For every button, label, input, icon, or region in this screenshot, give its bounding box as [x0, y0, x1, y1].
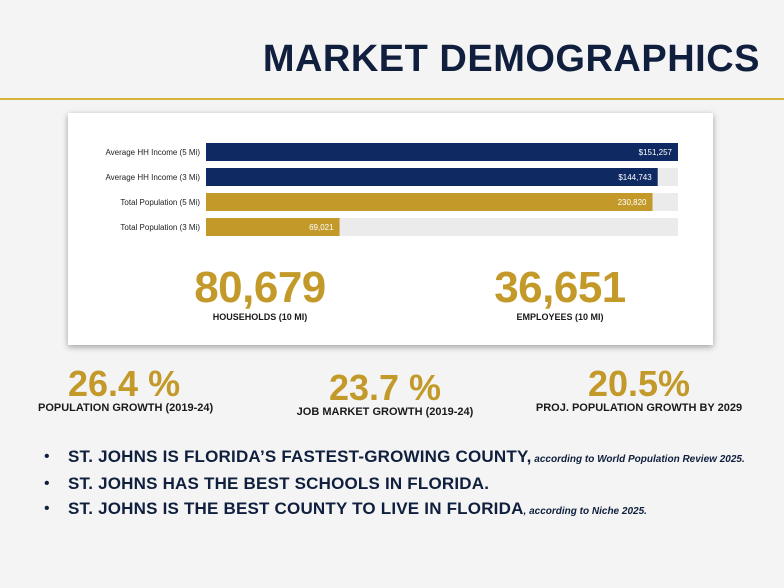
bullet-main-text: ST. JOHNS HAS THE BEST SCHOOLS IN FLORID…	[68, 474, 490, 493]
job-market-growth-value: 23.7 %	[328, 367, 442, 408]
bullet-note-text: according to World Population Review 202…	[531, 454, 745, 465]
demographics-card: Average HH Income (5 Mi) $151,257 Average …	[68, 113, 713, 345]
projected-growth: 20.5% PROJ. POPULATION GROWTH BY 2029	[516, 363, 762, 415]
bar-value-label: $151,257	[639, 148, 673, 157]
highlights-list: • ST. JOHNS IS FLORIDA’S FASTEST-GROWING…	[42, 448, 762, 527]
employees-caption: EMPLOYEES (10 MI)	[516, 312, 604, 322]
bullet-note-text: , according to Niche 2025.	[523, 506, 647, 517]
bar-value-label: 69,021	[309, 223, 334, 232]
job-market-growth-caption: JOB MARKET GROWTH (2019-24)	[296, 406, 474, 418]
employees-stat: 36,651 EMPLOYEES (10 MI)	[430, 263, 690, 323]
list-item: • ST. JOHNS IS THE BEST COUNTY TO LIVE I…	[42, 500, 762, 520]
projected-growth-caption: PROJ. POPULATION GROWTH BY 2029	[535, 402, 743, 414]
population-growth-value: 26.4 %	[68, 363, 181, 404]
list-item: • ST. JOHNS HAS THE BEST SCHOOLS IN FLOR…	[42, 475, 762, 493]
households-caption: HOUSEHOLDS (10 MI)	[212, 312, 308, 322]
bullet-dot-icon: •	[44, 475, 50, 492]
job-market-growth: 23.7 % JOB MARKET GROWTH (2019-24)	[280, 367, 490, 419]
bar-category-label: Total Population (5 Mi)	[120, 198, 200, 207]
bar-chart: Average HH Income (5 Mi) $151,257 Average …	[105, 143, 678, 236]
bar-category-label: Average HH Income (3 Mi)	[105, 173, 200, 182]
population-growth: 26.4 % POPULATION GROWTH (2019-24)	[38, 363, 248, 415]
bullet-dot-icon: •	[44, 500, 50, 517]
bar-value-label: $144,743	[618, 173, 652, 182]
households-value: 80,679	[194, 263, 326, 312]
households-stat: 80,679 HOUSEHOLDS (10 MI)	[130, 263, 390, 323]
projected-growth-value: 20.5%	[587, 363, 691, 404]
bullet-main-text: ST. JOHNS IS THE BEST COUNTY TO LIVE IN …	[68, 499, 524, 518]
bar-category-label: Total Population (3 Mi)	[120, 223, 200, 232]
bar	[206, 218, 340, 236]
bar	[206, 168, 658, 186]
bar	[206, 193, 653, 211]
population-growth-caption: POPULATION GROWTH (2019-24)	[38, 402, 214, 414]
bar	[206, 143, 678, 161]
bullet-main-text: ST. JOHNS IS FLORIDA’S FASTEST-GROWING C…	[68, 447, 532, 466]
page-title: MARKET DEMOGRAPHICS	[262, 38, 760, 80]
bar-category-label: Average HH Income (5 Mi)	[105, 148, 200, 157]
list-item: • ST. JOHNS IS FLORIDA’S FASTEST-GROWING…	[42, 448, 762, 468]
title-divider	[0, 98, 784, 100]
bar-value-label: 230,820	[618, 198, 647, 207]
bullet-dot-icon: •	[44, 448, 50, 465]
employees-value: 36,651	[494, 263, 626, 312]
